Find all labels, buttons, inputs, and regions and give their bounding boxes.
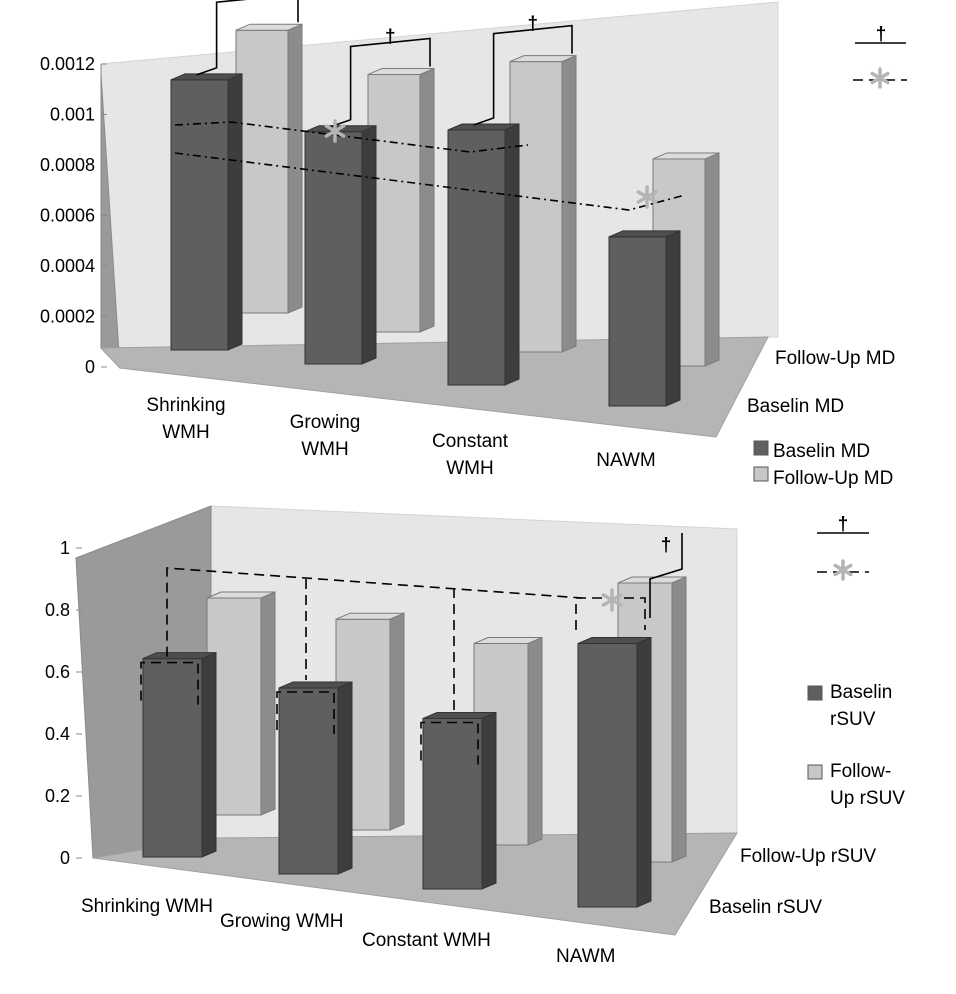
depth-label: Baselin MD [747,396,844,417]
legend-swatch [807,764,823,780]
bar-followup-1 [206,591,276,816]
category-label: NAWM [596,450,655,471]
category-label: Shrinking WMH [146,395,225,443]
dagger-bracket [649,533,683,618]
y-tick-label: 0.0008 [40,155,95,175]
legend-label: Follow-Up MD [773,468,893,489]
category-label: Constant WMH [362,930,491,951]
category-label: Growing WMH [220,911,344,932]
y-tick-label: 0.2 [45,786,70,806]
bar-baseline-1 [170,73,243,351]
significance-annotations [140,533,683,765]
legend-swatch [753,440,769,456]
chart-1: 0 0.0002 0.0004 0.0006 0.0008 0.001 0.0012 † † † S… [40,0,907,489]
floor [99,336,769,438]
bar-baseline-4 [577,636,652,908]
dagger-bracket [330,37,431,128]
bar-baseline-2 [304,124,377,365]
depth-label: Follow-Up rSUV [740,846,877,867]
bar-followup-2 [367,67,435,333]
dagger-bracket [196,0,299,76]
dagger-mark: † [385,26,396,47]
dagger-mark: † [528,14,539,35]
y-tick-label: 0.0004 [40,256,95,276]
bar-followup-3 [509,54,577,353]
dashed-cap-2 [276,691,335,734]
bar-followup-1 [235,23,303,314]
dashed-cap-3 [420,721,479,765]
y-tick-label: 0.0002 [40,307,95,327]
chart-2: 0 0.2 0.4 0.6 0.8 1 † Shrinking WMH Growing WMH C… [45,505,905,967]
y-tick-label: 0.0006 [40,206,95,226]
sig-legend-star [870,67,890,89]
y-tick-label: 0.4 [45,724,70,744]
dagger-mark: † [252,0,263,3]
depth-label: Baselin rSUV [709,897,822,918]
bar-baseline-4 [608,230,681,407]
legend-swatch [753,466,769,482]
sig-star [601,588,623,612]
bar-baseline-3 [422,711,497,890]
dagger-bracket [473,24,573,126]
dashed-cap-1 [140,661,199,705]
depth-label: Follow-Up MD [775,348,895,369]
category-label: Shrinking WMH [81,896,213,917]
sig-star [636,185,658,209]
sig-legend-star [833,559,853,581]
y-tick-label: 0.0012 [40,54,95,74]
category-label: NAWM [556,946,615,967]
legend-label: Baselin rSUV [830,682,892,730]
bar-baseline-3 [447,123,520,386]
dashed-bracket-line [166,567,583,657]
sig-legend-dagger: † [876,24,887,45]
y-tick-label: 0 [60,848,70,868]
legend-label: Baselin MD [773,441,870,462]
y-tick-label: 0 [85,357,95,377]
y-tick-label: 0.6 [45,662,70,682]
y-tick-label: 0.8 [45,600,70,620]
dash-dot-line-1 [174,121,529,153]
y-tick-label: 1 [60,538,70,558]
legend-swatch [807,685,823,701]
y-tick-label: 0.001 [50,105,95,125]
bar-baseline-1 [142,651,217,858]
dagger-mark: † [661,535,672,556]
sig-legend-dagger: † [838,514,849,535]
sig-star [324,119,346,143]
category-label: Constant WMH [432,431,509,479]
bar-baseline-2 [278,681,353,875]
legend-label: Follow-Up rSUV [830,761,905,809]
category-label: Growing WMH [290,412,361,460]
